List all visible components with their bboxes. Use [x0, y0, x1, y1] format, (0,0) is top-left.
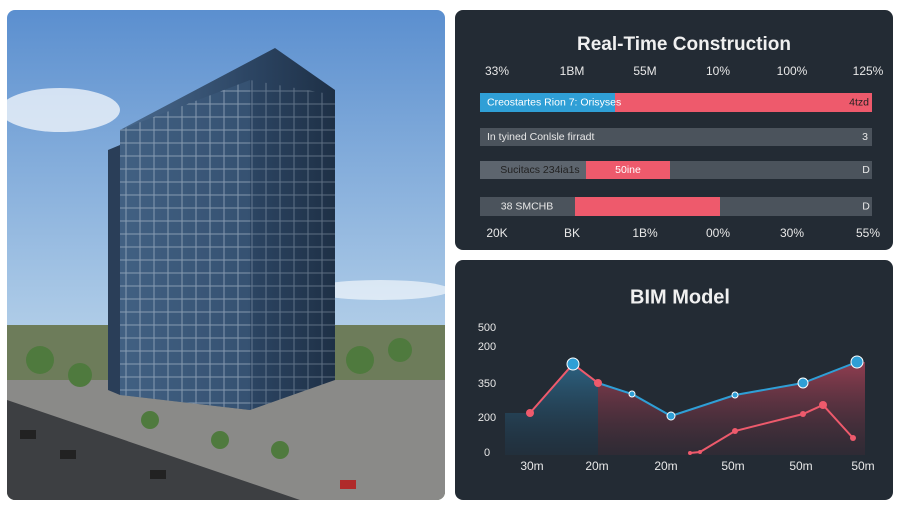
- footer-label: BK: [564, 226, 580, 240]
- y-label: 200: [478, 412, 496, 424]
- panel-title: BIM Model: [630, 286, 730, 308]
- x-label: 30m: [520, 459, 543, 473]
- footer-label: 20K: [486, 226, 507, 240]
- footer-label: 00%: [706, 226, 730, 240]
- x-label: 50m: [721, 459, 744, 473]
- bar-label: Sucitacs 234ia1s: [500, 164, 579, 176]
- y-label: 200: [478, 341, 496, 353]
- header-label: 125%: [853, 64, 884, 78]
- y-label: 350: [478, 378, 496, 390]
- building-photo: [7, 10, 445, 500]
- x-label: 20m: [585, 459, 608, 473]
- header-label: 1BM: [560, 64, 585, 78]
- line-chart: [505, 355, 865, 455]
- header-label: 55M: [633, 64, 656, 78]
- bar-label: 38 SMCHB: [501, 200, 554, 212]
- header-label: 10%: [706, 64, 730, 78]
- footer-label: 30%: [780, 226, 804, 240]
- footer-label: 55%: [856, 226, 880, 240]
- progress-bars: [480, 93, 872, 216]
- x-label: 50m: [851, 459, 874, 473]
- y-label: 500: [478, 322, 496, 334]
- bar-label: 3: [862, 131, 868, 143]
- bar-label: 4tzd: [849, 96, 869, 108]
- bar-label: In tyined Conlsle firradt: [487, 131, 594, 143]
- header-label: 100%: [777, 64, 808, 78]
- bar-label: D: [862, 200, 870, 212]
- header-label: 33%: [485, 64, 509, 78]
- bar-label: Creostartes Rion 7: Orisyses: [487, 96, 621, 108]
- x-label: 50m: [789, 459, 812, 473]
- bar-label: 50ine: [615, 164, 641, 176]
- x-label: 20m: [654, 459, 677, 473]
- y-label: 0: [484, 447, 490, 459]
- panel-title: Real-Time Construction: [577, 34, 791, 55]
- bar-label: D: [862, 164, 870, 176]
- footer-label: 1B%: [632, 226, 658, 240]
